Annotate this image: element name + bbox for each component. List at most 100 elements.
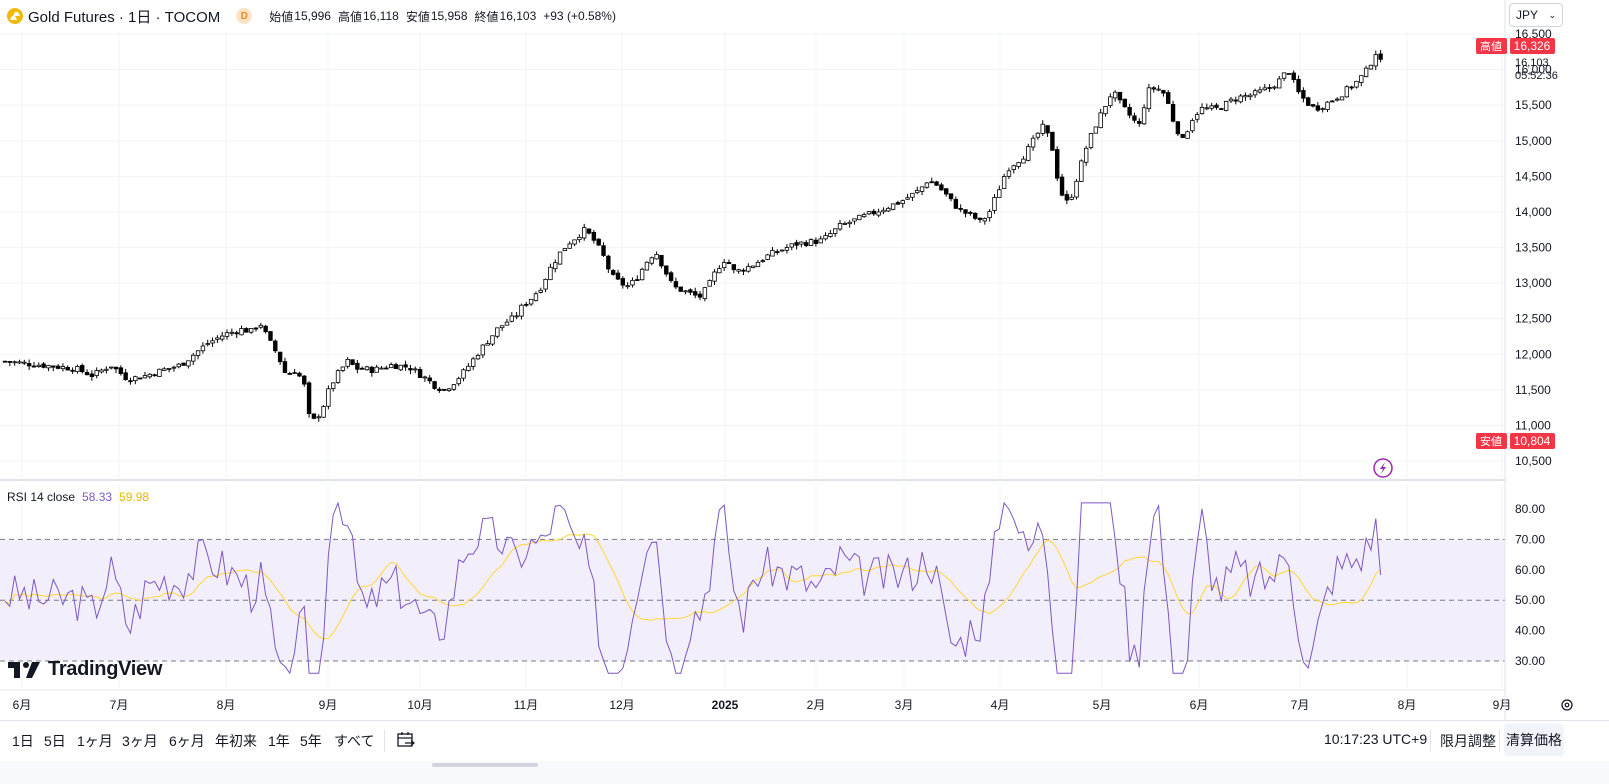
rsi-panel	[0, 501, 1505, 675]
time-tick-label: 2月	[807, 698, 826, 712]
candle	[422, 375, 428, 382]
time-tick-label: 6月	[1190, 698, 1209, 712]
tradingview-logo[interactable]: TradingView	[8, 658, 162, 681]
candle	[26, 359, 32, 371]
candle	[142, 371, 148, 379]
candle	[1257, 86, 1263, 94]
data-delay-badge[interactable]: D	[236, 8, 253, 24]
candle	[268, 331, 273, 342]
candle	[176, 362, 181, 369]
price-tick-label: 14,500	[1515, 169, 1552, 183]
candle	[693, 287, 698, 299]
candle	[253, 327, 259, 332]
price-tick-label: 12,500	[1515, 312, 1552, 326]
candle	[982, 217, 988, 225]
candle	[166, 367, 172, 373]
candle	[659, 254, 664, 269]
symbol-title[interactable]: Gold Futures · 1日 · TOCOM	[28, 8, 221, 26]
clock-label[interactable]: 10:17:23 UTC+9	[1324, 731, 1428, 747]
candle	[417, 366, 423, 378]
scrollbar-thumb[interactable]	[432, 763, 538, 767]
horizontal-scrollbar[interactable]	[0, 761, 1609, 784]
candle	[1286, 72, 1292, 75]
candle	[137, 377, 143, 380]
range-1y-button[interactable]: 1年	[268, 733, 290, 749]
settings-icon[interactable]	[1561, 699, 1573, 711]
time-tick-label: 11月	[514, 698, 538, 712]
candle	[750, 265, 756, 269]
candle	[1185, 130, 1190, 139]
range-ytd-button[interactable]: 年初来	[215, 733, 257, 749]
candle	[717, 265, 722, 274]
candle	[1330, 100, 1335, 103]
candle	[157, 368, 162, 377]
currency-select[interactable]: JPY ⌄	[1509, 3, 1563, 27]
contract-adjust-button[interactable]: 限月調整	[1440, 733, 1496, 749]
time-axis[interactable]: 6月 7月 8月 9月 10月 11月 12月 2025 2月 3月 4月 5月 6月 7月 8月 9月	[13, 698, 1512, 712]
candle	[664, 265, 669, 277]
candle	[804, 240, 809, 248]
candle	[2, 360, 8, 363]
range-5y-button[interactable]: 5年	[300, 733, 322, 749]
candle	[379, 366, 384, 370]
calendar-icon[interactable]	[396, 730, 416, 755]
candle	[707, 279, 712, 287]
settlement-price-button[interactable]: 清算価格	[1504, 724, 1564, 756]
candle	[123, 368, 128, 381]
price-axis[interactable]: 10,500 11,000 11,500 12,000 12,500 13,000 13,5…	[1515, 27, 1552, 468]
candle	[828, 229, 833, 238]
chart-area[interactable]: 10,500 11,000 11,500 12,000 12,500 13,000 13,5…	[0, 0, 1609, 720]
candle	[1175, 121, 1181, 137]
high-badge: 高値 16,326	[1476, 38, 1555, 54]
candle	[760, 259, 765, 263]
open-label: 始値	[269, 9, 294, 24]
candle	[794, 239, 799, 250]
candle	[1137, 118, 1142, 127]
candle	[321, 405, 326, 418]
candle	[1349, 85, 1354, 91]
rsi-legend[interactable]: RSI 14 close 58.33 59.98	[7, 490, 149, 504]
candle	[388, 362, 394, 369]
range-all-button[interactable]: すべて	[334, 733, 375, 749]
candle	[1252, 88, 1258, 98]
flash-icon[interactable]	[1373, 458, 1393, 478]
range-3m-button[interactable]: 3ヶ月	[122, 733, 158, 749]
candle	[1262, 84, 1267, 91]
candle	[876, 208, 881, 218]
high-badge-value: 16,326	[1514, 39, 1551, 53]
rsi-axis[interactable]: 80.00 70.00 60.00 50.00 40.00 30.00	[1515, 502, 1545, 668]
candle	[808, 238, 814, 247]
candle	[606, 254, 611, 273]
currency-label: JPY	[1516, 8, 1539, 22]
candle	[1296, 75, 1301, 95]
low-badge-value: 10,804	[1514, 434, 1551, 448]
rsi-ma-value: 59.98	[119, 490, 150, 504]
time-tick-label: 7月	[110, 698, 129, 712]
candle	[413, 366, 418, 374]
range-1d-button[interactable]: 1日	[12, 733, 34, 749]
candle	[384, 365, 389, 370]
rsi-line	[4, 501, 1382, 675]
range-5d-button[interactable]: 5日	[44, 733, 66, 749]
candle	[1344, 85, 1350, 98]
candle	[224, 329, 230, 340]
range-1m-button[interactable]: 1ヶ月	[77, 733, 113, 749]
candle	[306, 381, 312, 418]
candle	[1161, 89, 1166, 97]
candle	[432, 381, 437, 390]
chart-header: Gold Futures · 1日 · TOCOM D 始値 15,996 高値 1…	[0, 0, 1500, 32]
range-6m-button[interactable]: 6ヶ月	[169, 733, 205, 749]
candle	[900, 199, 905, 208]
candle	[89, 370, 95, 381]
candle	[1069, 194, 1074, 201]
price-tick-label: 13,000	[1515, 276, 1552, 290]
candle	[765, 253, 770, 261]
candle	[1166, 90, 1171, 104]
separator	[384, 730, 385, 752]
candle	[374, 364, 379, 373]
rsi-title: RSI 14 close	[7, 490, 76, 504]
time-tick-label: 9月	[1493, 698, 1512, 712]
candle	[1306, 96, 1311, 106]
time-tick-label: 8月	[217, 698, 236, 712]
candle	[248, 328, 254, 334]
